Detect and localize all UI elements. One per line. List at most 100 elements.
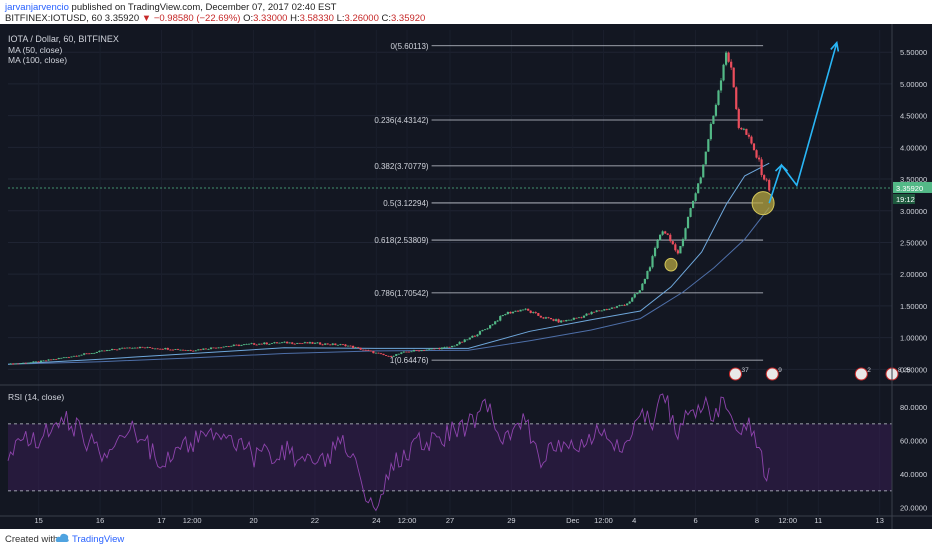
candle-body (24, 362, 27, 364)
candle-body (303, 342, 306, 344)
candle-body (443, 347, 446, 348)
candle-body (169, 349, 172, 351)
candle-body (760, 159, 763, 176)
candle-body (230, 345, 233, 347)
candle-body (126, 347, 129, 349)
candle-body (123, 347, 126, 349)
time-tick-label: Dec (566, 516, 580, 525)
fib-level-label: 0.5(3.12294) (383, 199, 429, 208)
candle-body (293, 343, 296, 345)
candle-body (742, 128, 745, 130)
candle-body (420, 350, 423, 352)
price-tick-label: 1.00000 (900, 334, 927, 343)
low-label: L: (336, 13, 345, 24)
candle-body (494, 321, 497, 325)
last-price-badge (893, 181, 932, 193)
candle-body (341, 344, 345, 346)
candle-body (369, 350, 372, 352)
candle-body (88, 353, 91, 355)
candle-body (148, 347, 152, 348)
candle-body (390, 356, 393, 357)
candle-body (384, 355, 388, 356)
author-link[interactable]: jarvanjarvencio (5, 2, 69, 13)
candle-body (544, 317, 548, 319)
candle-body (610, 307, 614, 309)
candle-body (209, 347, 213, 350)
candle-body (750, 136, 753, 144)
candle-body (359, 347, 362, 350)
candle-body (39, 360, 43, 363)
candle-body (395, 354, 398, 356)
legend-ma50: MA (50, close) (8, 45, 62, 55)
candle-body (225, 346, 228, 348)
fibonacci-retracement[interactable]: 0(5.60113) 0.236(4.43142) 0.382(3.70779) 0.… (374, 42, 764, 365)
time-tick-label: 12:00 (594, 516, 613, 525)
candle-body (19, 363, 22, 365)
candle-body (146, 347, 149, 348)
candle-body (98, 350, 101, 352)
chart-svg[interactable]: 0(5.60113)0.236(4.43142)0.382(3.70779)0.… (0, 24, 932, 529)
candle-body (590, 311, 593, 315)
candle-body (732, 67, 735, 88)
candle-body (60, 357, 63, 359)
candle-body (768, 180, 771, 191)
time-tick-label: 20 (249, 516, 257, 525)
candle-body (199, 349, 202, 351)
legend-rsi: RSI (14, close) (8, 392, 64, 402)
fib-level-label: 1(0.64476) (390, 356, 429, 365)
candle-body (288, 342, 291, 344)
time-tick-label: 4 (632, 516, 636, 525)
candle-body (110, 349, 114, 351)
candle-body (301, 343, 304, 344)
tradingview-link[interactable]: TradingView (72, 534, 125, 545)
candle-body (529, 310, 532, 313)
event-flag-icon[interactable] (765, 367, 779, 381)
candle-body (633, 294, 636, 298)
candle-body (93, 353, 96, 354)
publish-info: jarvanjarvencio published on TradingView… (5, 2, 336, 13)
high-value: 3.58330 (299, 13, 334, 24)
event-count-label: 2 (867, 367, 871, 374)
highlight-circle[interactable] (751, 191, 775, 216)
candle-body (478, 331, 482, 335)
candle-body (755, 150, 758, 158)
candle-body (75, 355, 78, 357)
candle-body (250, 343, 253, 345)
candle-body (532, 312, 535, 313)
candle-body (552, 319, 555, 321)
candle-body (476, 334, 479, 337)
price-tick-label: 5.50000 (900, 48, 927, 57)
candle-body (22, 362, 25, 364)
candle-body (346, 345, 350, 347)
forecast-arrowhead-small (774, 163, 789, 172)
event-flag-icon[interactable] (854, 367, 868, 381)
candle-body (377, 352, 380, 354)
highlight-circle[interactable] (664, 257, 678, 272)
candle-body (331, 343, 334, 345)
candle-body (324, 343, 327, 345)
candle-body (521, 309, 525, 311)
candle-body (674, 244, 677, 251)
candle-body (423, 350, 426, 351)
legend: IOTA / Dollar, 60, BITFINEX MA (50, clos… (8, 34, 119, 402)
candle-body (560, 320, 563, 323)
rsi-tick-label: 60.0000 (900, 437, 927, 446)
price-tick-label: 4.50000 (900, 112, 927, 121)
rsi-pane (7, 393, 892, 512)
candle-body (577, 317, 581, 319)
candle-body (430, 348, 433, 350)
time-tick-label: 13 (876, 516, 884, 525)
candle-body (143, 347, 147, 349)
candle-body (161, 348, 164, 350)
forecast-arrow-line[interactable] (768, 42, 838, 204)
candle-body (547, 317, 550, 319)
candle-body (407, 351, 411, 353)
candle-body (374, 352, 378, 354)
price-tick-label: 2.00000 (900, 270, 927, 279)
chart-area[interactable]: 0(5.60113) 0.236(4.43142) 0.382(3.70779) 0.… (0, 24, 932, 529)
candle-body (499, 316, 502, 321)
candle-body (258, 343, 261, 345)
candle-body (245, 343, 248, 345)
open-value: 3.33000 (253, 13, 288, 24)
event-flag-icon[interactable] (728, 367, 742, 381)
